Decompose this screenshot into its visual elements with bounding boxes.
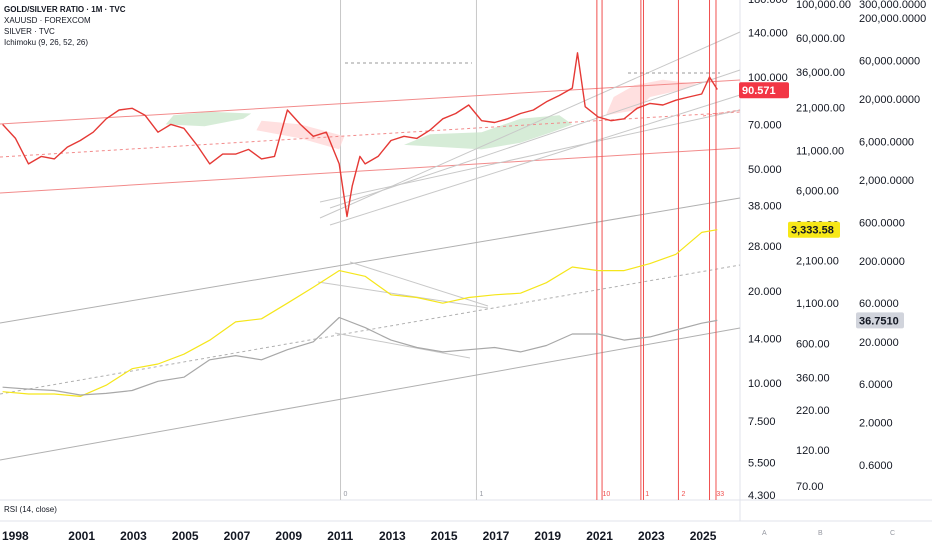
trend-line [0, 147, 741, 194]
axis-a-tick: 50.000 [748, 164, 782, 176]
axis-c-tick: 20,000.0000 [859, 94, 920, 106]
chart-legend: GOLD/SILVER RATIO · 1M · TVC XAUUSD · FO… [4, 4, 125, 48]
legend-ichimoku[interactable]: Ichimoku (9, 26, 52, 26) [4, 38, 89, 47]
time-axis-tick: 2019 [534, 529, 561, 543]
cycle-number-label: 10 [602, 491, 610, 498]
ratio-last-value-badge-text: 90.571 [742, 85, 776, 97]
price-series [2, 52, 718, 397]
trend-lines [0, 31, 741, 461]
gold-series-line [2, 229, 718, 397]
axis-b-tick: 360.00 [796, 372, 830, 384]
time-axis-tick: 2025 [690, 529, 717, 543]
axis-c-tick: 2,000.0000 [859, 175, 914, 187]
axis-a-tick: 20.000 [748, 286, 782, 298]
legend-ratio[interactable]: GOLD/SILVER RATIO · 1M · TVC [4, 5, 126, 14]
axis-b-tick: 600.00 [796, 338, 830, 350]
axis-b-tick: 11,000.00 [796, 146, 844, 158]
time-axis-tick: 2009 [275, 529, 302, 543]
time-axis-tick: 2001 [68, 529, 95, 543]
time-axis-tick: 2005 [172, 529, 199, 543]
axis-a-tick: 140.000 [748, 27, 788, 39]
cycle-number-label: 0 [344, 491, 348, 498]
trend-line [349, 261, 489, 307]
trend-line [0, 264, 741, 395]
axis-b-tick: 21,000.00 [796, 103, 845, 115]
axis-b-tick: 120.00 [796, 445, 830, 457]
axis-b-tick: 1,100.00 [796, 298, 839, 310]
axis-c-tick: 2.0000 [859, 418, 893, 430]
cloud-patch [605, 79, 697, 116]
time-axis-tick: 2011 [327, 529, 353, 543]
ratio-series-line [2, 52, 718, 218]
axis-a-tick: 100.000 [748, 72, 788, 84]
axis-c-tick: 0.6000 [859, 460, 893, 472]
axis-c-tick: 60,000.0000 [859, 56, 920, 68]
legend-gold[interactable]: XAUUSD · FOREXCOM [4, 16, 91, 25]
trend-line [0, 79, 741, 125]
axis-a-tick: 7.500 [748, 416, 776, 428]
axis-a-tick: 14.000 [748, 333, 782, 345]
time-axis-tick: 2021 [586, 529, 613, 543]
axis-a-tick: 4.300 [748, 490, 776, 502]
time-axis-tick: 2017 [483, 529, 510, 543]
axis-c-tick: 60.0000 [859, 298, 899, 310]
trend-line [319, 109, 741, 203]
axis-c-tick: 200.0000 [859, 256, 905, 268]
gold-last-value-badge [788, 221, 840, 238]
axis-b-tick: 70.00 [796, 481, 824, 493]
time-axis-tick: 2015 [431, 529, 458, 543]
axis-b-tick: 220.00 [796, 405, 830, 417]
cycle-number-label: 1 [479, 491, 483, 498]
cloud-patch [404, 115, 573, 150]
trend-line [0, 327, 741, 461]
axis-c-tick: 20.0000 [859, 337, 899, 349]
scale-b-label[interactable]: B [818, 530, 823, 537]
cycle-number-label: 33 [716, 491, 724, 498]
grid-lines [0, 0, 932, 522]
trend-line [317, 281, 489, 309]
axis-a-tick: 38.000 [748, 201, 782, 213]
time-axis-tick: 2007 [224, 529, 251, 543]
trend-line [0, 197, 741, 324]
time-axis: 1998 2001 2003 2005 2007 2009 2011 2013 2015 2017… [2, 529, 717, 543]
time-axis-tick: 1998 [2, 529, 29, 543]
cycle-number-label: 2 [681, 491, 685, 498]
axis-b-tick: 2,100.00 [796, 255, 839, 267]
axis-a-tick: 70.000 [748, 119, 782, 131]
legend-silver[interactable]: SILVER · TVC [4, 27, 55, 36]
axis-a-tick: 28.000 [748, 241, 782, 253]
axis-b-tick: 60,000.00 [796, 33, 845, 45]
axis-c-tick: 200,000.0000 [859, 13, 926, 25]
ratio-last-value-badge [739, 82, 789, 99]
cloud-patch [256, 120, 345, 150]
axis-c-tick: 6,000.0000 [859, 136, 914, 148]
cycle-number-label: 1 [645, 491, 649, 498]
axis-a-tick: 10.000 [748, 378, 782, 390]
cloud-patch [165, 111, 252, 127]
silver-last-value-badge-text: 36.7510 [859, 315, 899, 327]
axis-b-tick: 36,000.00 [796, 67, 845, 79]
scale-a-label[interactable]: A [762, 530, 767, 537]
axis-c-tick: 300,000.0000 [859, 0, 926, 11]
trend-line [334, 332, 471, 359]
axis-c-tick: 6.0000 [859, 379, 893, 391]
gold-last-value-badge-text: 3,333.58 [791, 225, 834, 237]
cycle-lines: 0 1 10 1 2 33 [344, 0, 724, 500]
trend-line [329, 94, 741, 226]
silver-last-value-badge [856, 312, 904, 329]
time-axis-tick: 2013 [379, 529, 406, 543]
scale-c-label[interactable]: C [890, 530, 896, 537]
axis-b-tick: 100,000.00 [796, 0, 851, 11]
price-axes: 180.000 140.000 100.000 70.000 50.000 38.000 2… [739, 0, 926, 502]
rsi-pane-label[interactable]: RSI (14, close) [4, 505, 57, 514]
axis-c-tick: 600.0000 [859, 217, 905, 229]
axis-a-tick: 5.500 [748, 457, 776, 469]
time-axis-tick: 2003 [120, 529, 147, 543]
time-axis-tick: 2023 [638, 529, 665, 543]
axis-b-tick: 6,000.00 [796, 186, 839, 198]
axis-a-tick: 180.000 [748, 0, 788, 6]
ichimoku-cloud [165, 79, 697, 150]
trend-line [702, 109, 741, 117]
